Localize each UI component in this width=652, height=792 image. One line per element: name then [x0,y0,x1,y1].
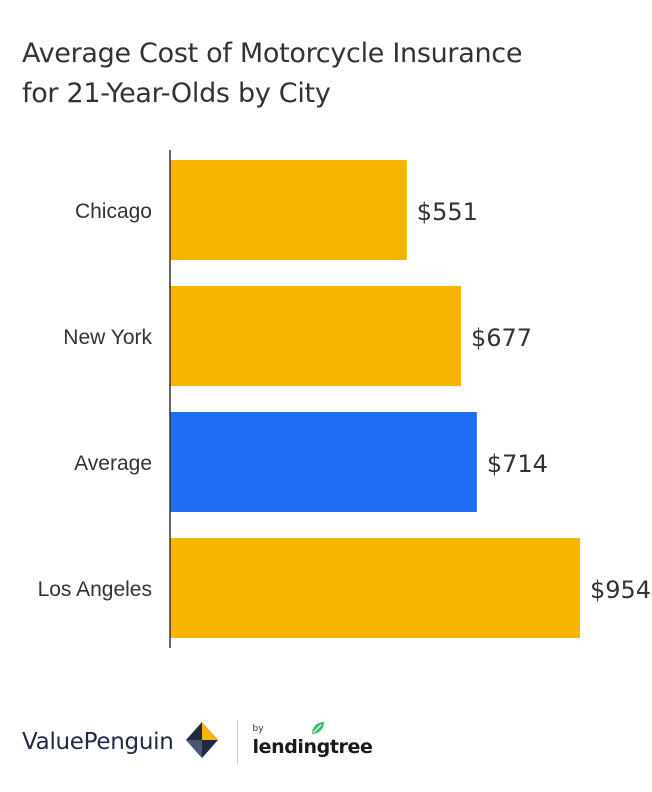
bar-new-york [170,286,461,386]
penguin-diamond-icon [185,721,219,764]
lendingtree-wordmark: lendingtree [252,736,373,758]
chart-title: Average Cost of Motorcycle Insurance for… [22,34,622,114]
chart-title-line-1: Average Cost of Motorcycle Insurance [22,38,523,69]
bar-average [170,412,477,512]
chart-title-line-2: for 21-Year-Olds by City [22,78,331,109]
value-label: $551 [417,198,478,226]
category-label: Chicago [75,200,152,223]
footer-branding: ValuePenguin by lendingtree [22,712,382,772]
value-label: $677 [471,324,532,352]
valuepenguin-wordmark: ValuePenguin [22,729,174,755]
category-label: Los Angeles [38,578,152,601]
bar-chart: Chicago $551 New York $677 Average $714 Los An… [38,150,651,648]
bar-chicago [170,160,407,260]
value-label: $954 [590,576,651,604]
leaf-icon [310,720,326,741]
by-label: by [252,724,264,734]
lendingtree-logo: by lendingtree [252,720,382,764]
category-label: Average [74,452,152,475]
category-label: New York [63,326,152,349]
bar-los-angeles [170,538,580,638]
footer-divider [237,720,239,764]
value-label: $714 [487,450,548,478]
